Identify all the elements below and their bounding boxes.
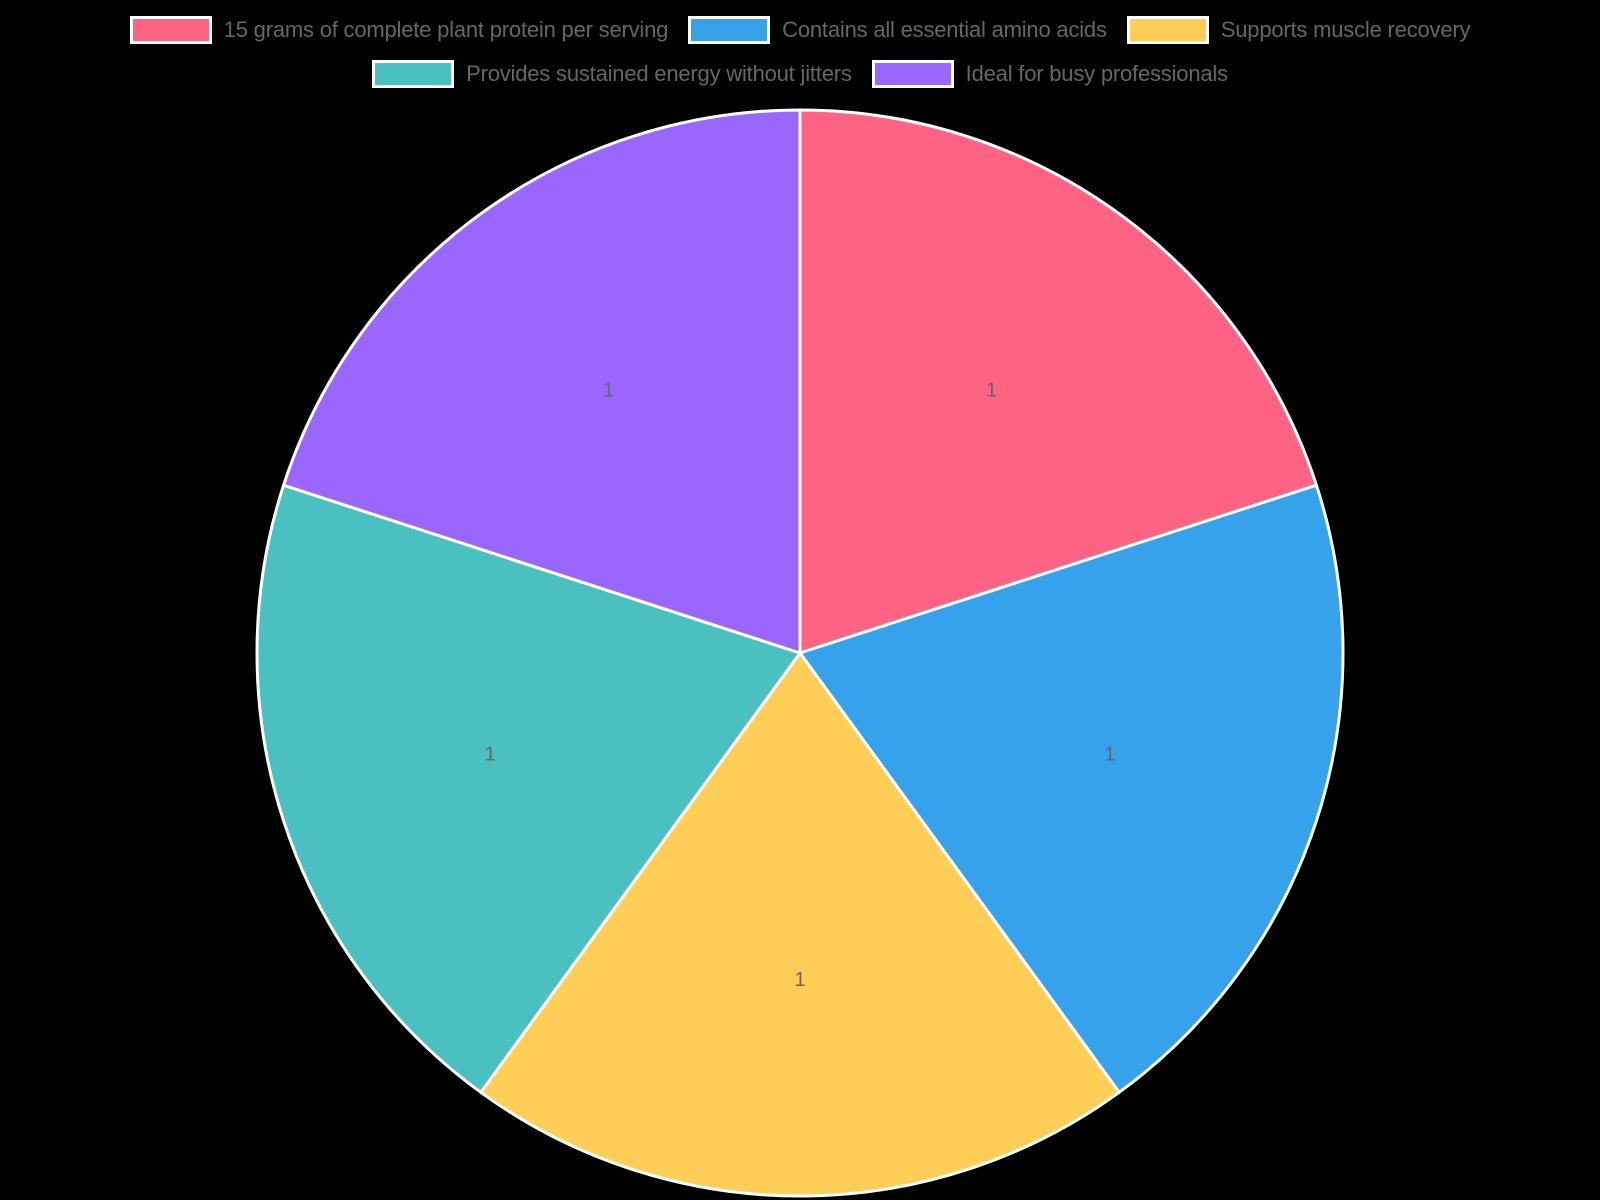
legend-swatch-purple	[871, 60, 954, 88]
chart-legend: 15 grams of complete plant protein per s…	[0, 14, 1600, 90]
pie-slice-plant-protein[interactable]	[798, 108, 1318, 655]
slice-value-label: 1	[1104, 744, 1115, 766]
legend-label: Ideal for busy professionals	[965, 61, 1228, 86]
slice-value-label: 1	[485, 744, 496, 766]
legend-item-muscle-recovery[interactable]: Supports muscle recovery	[1126, 14, 1471, 46]
legend-item-busy-professionals[interactable]: Ideal for busy professionals	[871, 58, 1228, 90]
slice-value-label: 1	[986, 379, 997, 401]
slice-value-label: 1	[794, 969, 805, 991]
legend-swatch-blue	[688, 16, 771, 44]
legend-swatch-yellow	[1126, 16, 1209, 44]
pie-slice-muscle-recovery[interactable]	[479, 651, 1121, 1198]
legend-item-amino-acids[interactable]: Contains all essential amino acids	[688, 14, 1107, 46]
pie-slice-amino-acids[interactable]	[798, 483, 1345, 1094]
legend-row-2: Provides sustained energy without jitter…	[0, 58, 1600, 90]
legend-label: 15 grams of complete plant protein per s…	[223, 17, 669, 42]
pie-slice-busy-professionals[interactable]	[282, 108, 802, 655]
legend-swatch-pink	[129, 16, 212, 44]
pie-slice-sustained-energy[interactable]	[255, 483, 802, 1094]
legend-label: Provides sustained energy without jitter…	[466, 61, 852, 86]
legend-row-1: 15 grams of complete plant protein per s…	[0, 14, 1600, 46]
legend-swatch-teal	[372, 60, 455, 88]
legend-label: Supports muscle recovery	[1220, 17, 1471, 42]
legend-item-plant-protein[interactable]: 15 grams of complete plant protein per s…	[129, 14, 669, 46]
slice-value-label: 1	[603, 379, 614, 401]
legend-label: Contains all essential amino acids	[782, 17, 1107, 42]
legend-item-sustained-energy[interactable]: Provides sustained energy without jitter…	[372, 58, 852, 90]
